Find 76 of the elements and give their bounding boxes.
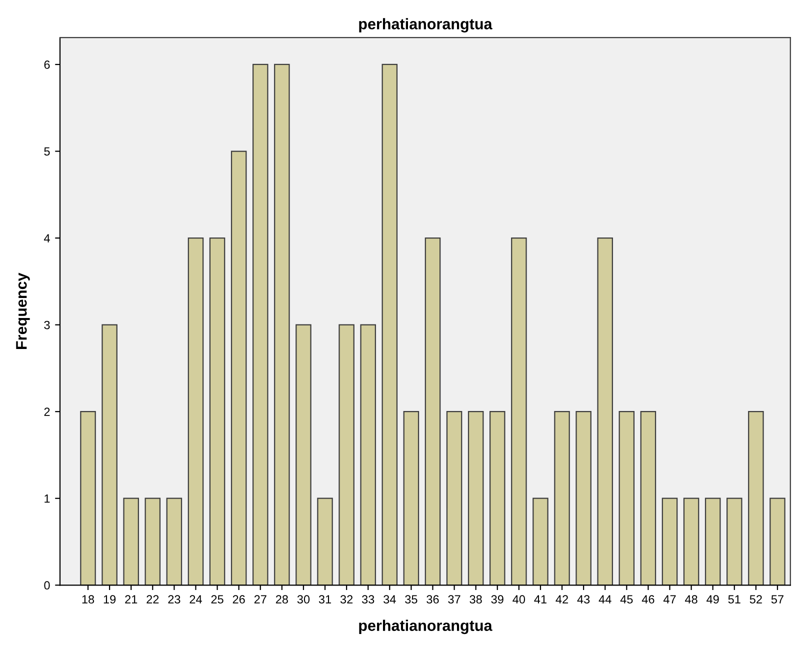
bar [704,498,721,586]
x-tick-label: 37 [448,595,460,604]
bar [166,498,182,586]
bar [382,64,398,586]
bar [230,150,247,586]
x-tick-label: 23 [168,595,180,604]
x-tick-label: 21 [125,595,138,604]
x-tick-label: 27 [254,595,266,604]
x-tick-label: 44 [598,595,612,604]
x-tick-label: 26 [232,595,245,604]
x-tick-label: 47 [663,595,676,604]
y-tick-label: 4 [44,234,50,242]
x-tick-label: 48 [684,595,698,604]
x-tick-label: 35 [405,595,418,604]
bar [618,411,635,586]
x-tick-label: 57 [771,595,784,604]
x-tick-label: 52 [750,595,762,604]
bar [770,498,786,586]
bar [188,237,204,586]
bar [532,498,548,586]
bar [80,411,96,586]
x-tick-label: 32 [340,595,353,604]
bar [317,498,333,586]
bar [490,411,506,586]
x-tick-label: 49 [706,595,719,604]
x-tick-label: 51 [728,595,740,604]
bar [683,498,700,586]
x-tick-label: 19 [104,595,116,604]
x-tick-label: 46 [642,595,654,604]
x-tick-label: 40 [512,595,526,604]
x-tick-label: 42 [556,595,568,604]
bar [123,498,139,586]
y-axis-title: Frequency [16,272,30,349]
x-tick-label: 41 [534,595,546,604]
x-tick-label: 45 [620,595,633,604]
y-tick-label: 3 [44,320,50,330]
bar [662,498,678,586]
bar [296,324,312,586]
bar [274,64,290,586]
bar [597,237,613,586]
bar [102,324,118,586]
bar [554,411,570,586]
chart-title: perhatianorangtua [359,18,492,32]
x-tick-label: 25 [211,595,224,604]
bar [403,411,420,586]
x-tick-label: 43 [577,595,590,604]
x-tick-label: 24 [190,595,202,604]
x-tick-label: 39 [491,595,504,604]
x-tick-label: 38 [470,595,482,604]
x-tick-label: 30 [297,595,310,604]
bar [144,498,161,586]
x-tick-label: 22 [146,595,159,604]
x-tick-label: 28 [276,595,288,604]
y-tick-label: 6 [44,60,50,69]
bar [338,324,354,586]
x-tick-label: 33 [362,595,374,604]
bar [511,237,527,586]
bar [640,411,656,586]
bar [252,64,268,586]
x-tick-label: 34 [384,595,396,604]
x-tick-label: 36 [426,595,439,604]
x-tick-label: 31 [318,595,332,604]
x-axis-title: perhatianorangtua [359,620,492,634]
bar [424,237,441,586]
bar [576,411,592,586]
y-tick-label: 5 [44,147,50,156]
bar [748,411,764,586]
bar [360,324,376,586]
bar [468,411,484,586]
bar [726,498,742,586]
bar [446,411,462,586]
y-tick-label: 2 [44,408,50,416]
x-tick-label: 18 [82,595,94,604]
y-tick-label: 0 [44,581,50,590]
y-tick-label: 1 [44,494,50,503]
bar [209,237,226,586]
